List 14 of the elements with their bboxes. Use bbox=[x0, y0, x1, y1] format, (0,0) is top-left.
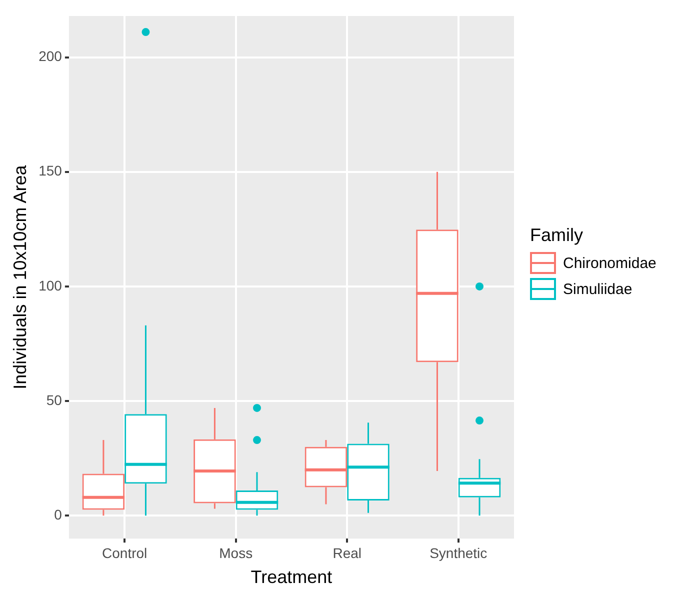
legend-label: Simuliidae bbox=[563, 280, 632, 298]
y-tick-label: 150 bbox=[38, 162, 62, 179]
y-tick-label: 200 bbox=[38, 48, 62, 64]
x-tick-label: Synthetic bbox=[430, 544, 488, 561]
x-tick-label: Moss bbox=[219, 544, 253, 561]
x-tick-label: Real bbox=[332, 544, 362, 561]
y-tick-label: 100 bbox=[38, 277, 62, 294]
legend-title: Family bbox=[530, 225, 584, 246]
y-tick-label: 0 bbox=[54, 506, 62, 523]
legend-label: Chironomidae bbox=[563, 254, 656, 272]
x-tick-label: Control bbox=[102, 544, 148, 561]
y-tick-label: 50 bbox=[46, 392, 62, 408]
y-axis-title: Individuals in 10x10cm Area bbox=[10, 164, 30, 390]
x-axis-title: Treatment bbox=[250, 567, 332, 588]
